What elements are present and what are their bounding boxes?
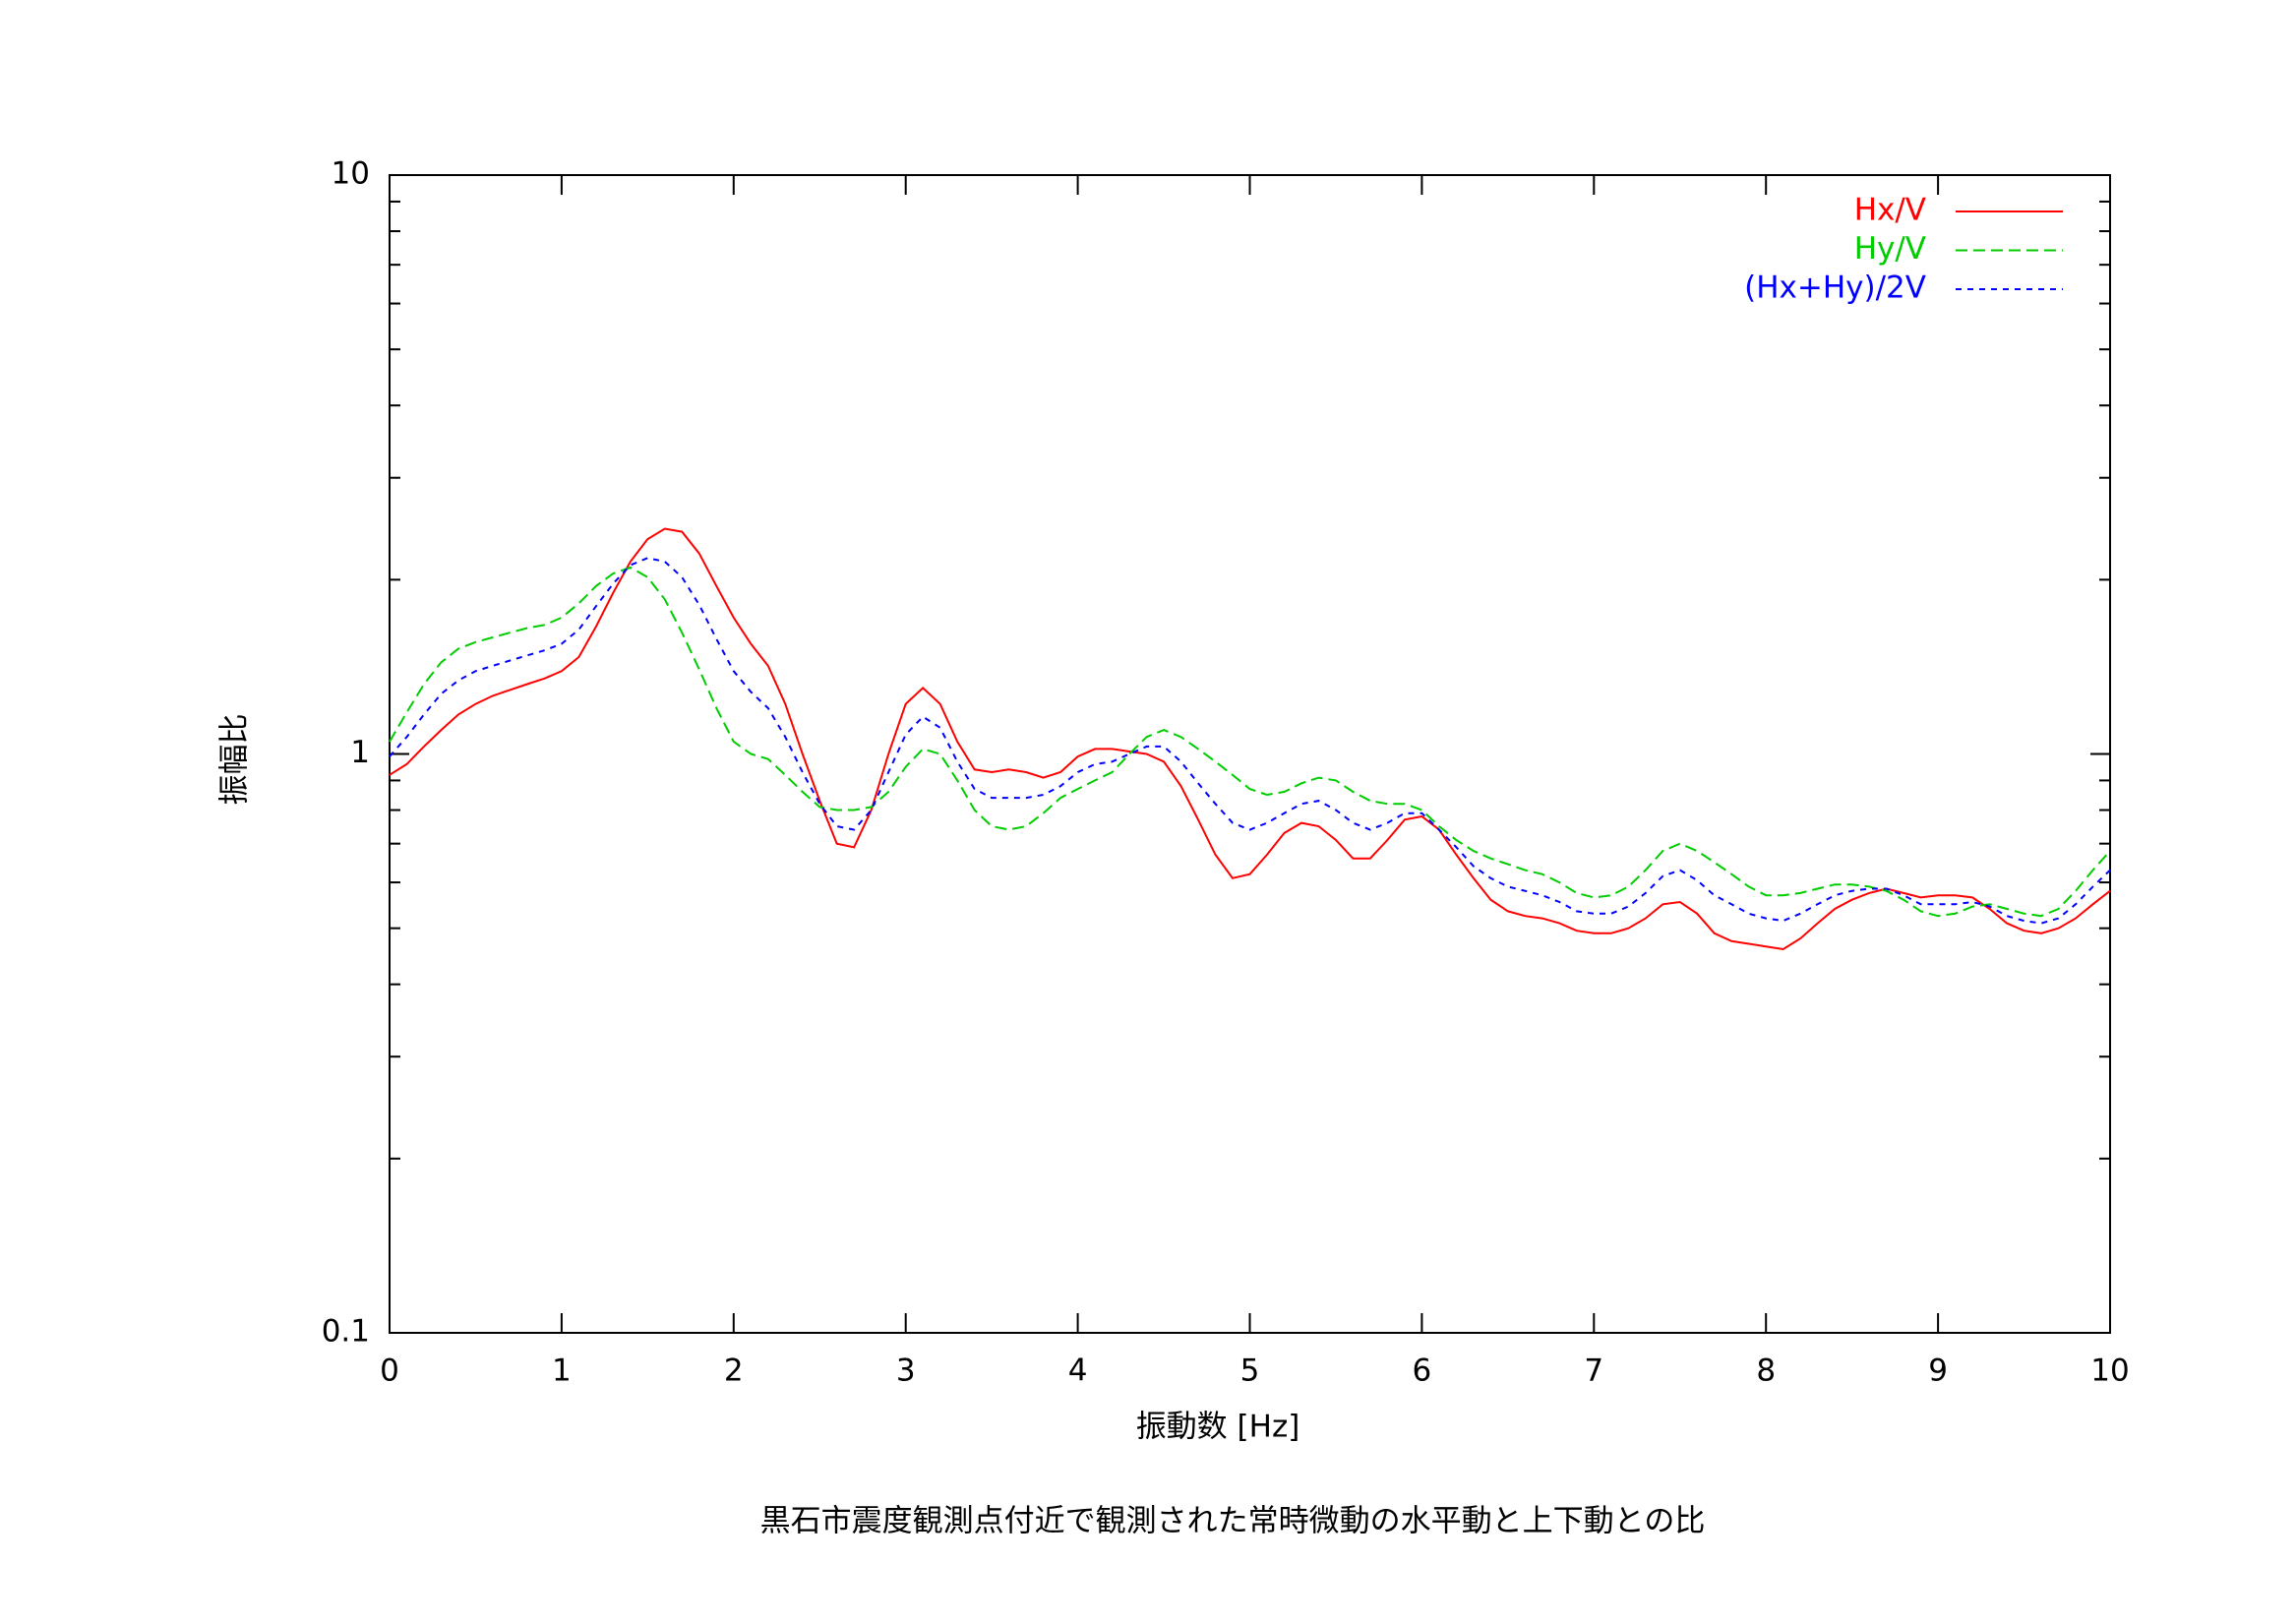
legend-label: Hy/V <box>1854 231 1926 267</box>
x-tick-label: 1 <box>552 1353 572 1389</box>
x-tick-label: 6 <box>1413 1353 1432 1389</box>
legend-label: Hx/V <box>1854 193 1926 228</box>
plot-frame <box>389 174 2111 1334</box>
x-tick-label: 5 <box>1240 1353 1260 1389</box>
x-tick-label: 7 <box>1584 1353 1603 1389</box>
caption: 黒石市震度観測点付近で観測された常時微動の水平動と上下動との比 <box>760 1504 1706 1539</box>
series-line <box>389 566 2111 918</box>
y-tick-label: 1 <box>350 735 370 770</box>
x-tick-label: 3 <box>896 1353 916 1389</box>
legend-label: (Hx+Hy)/2V <box>1744 271 1926 306</box>
y-axis-label: 振幅比 <box>217 714 253 806</box>
series-line <box>389 557 2111 925</box>
x-tick-label: 8 <box>1756 1353 1776 1389</box>
x-tick-label: 9 <box>1928 1353 1948 1389</box>
x-axis-label: 振動数 [Hz] <box>1136 1410 1300 1445</box>
y-tick-label: 0.1 <box>322 1314 370 1350</box>
x-tick-label: 2 <box>724 1353 744 1389</box>
series-line <box>389 527 2111 951</box>
x-tick-label: 4 <box>1068 1353 1088 1389</box>
x-tick-label: 0 <box>380 1353 399 1389</box>
x-tick-label: 10 <box>2090 1353 2129 1389</box>
y-tick-label: 10 <box>332 156 370 192</box>
